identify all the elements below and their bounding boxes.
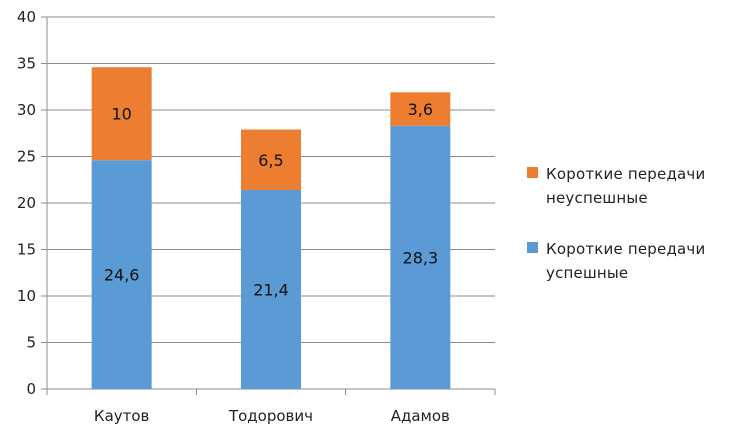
bar-unsuccessful-2 bbox=[390, 92, 451, 126]
legend-swatch-unsuccessful bbox=[527, 167, 538, 178]
data-label-successful-0: 24,6 bbox=[104, 266, 140, 285]
bar-unsuccessful-1 bbox=[241, 129, 301, 190]
data-label-successful-2: 28,3 bbox=[403, 248, 439, 267]
y-tick-label-40: 40 bbox=[17, 8, 36, 26]
legend-label-unsuccessful: Короткие передачи неуспешные bbox=[546, 162, 705, 210]
bar-successful-2 bbox=[390, 125, 451, 389]
y-tick-label-30: 30 bbox=[17, 101, 36, 119]
legend-label-successful-line-2: успешные bbox=[546, 264, 629, 282]
data-label-unsuccessful-1: 6,5 bbox=[258, 151, 283, 170]
legend-item-unsuccessful: Короткие передачи неуспешные bbox=[527, 162, 727, 210]
y-tick-label-15: 15 bbox=[17, 241, 36, 259]
x-category-label-2: Адамов bbox=[391, 407, 450, 425]
bar-successful-0 bbox=[91, 160, 152, 389]
legend-item-successful: Короткие передачи успешные bbox=[527, 237, 727, 285]
y-tick-label-35: 35 bbox=[17, 55, 36, 73]
y-tick-label-10: 10 bbox=[17, 287, 36, 305]
bar-successful-1 bbox=[241, 189, 301, 389]
legend-label-successful: Короткие передачи успешные bbox=[546, 237, 705, 285]
x-category-label-0: Каутов bbox=[94, 407, 149, 425]
x-category-label-1: Тодорович bbox=[228, 407, 313, 425]
chart-legend: Короткие передачи неуспешные Короткие пе… bbox=[527, 162, 727, 312]
y-tick-label-5: 5 bbox=[26, 334, 36, 352]
data-label-unsuccessful-0: 10 bbox=[111, 105, 131, 124]
legend-label-successful-line-1: Короткие передачи bbox=[546, 240, 706, 258]
y-tick-label-20: 20 bbox=[17, 194, 36, 212]
legend-label-unsuccessful-line-2: неуспешные bbox=[546, 189, 648, 207]
data-label-successful-1: 21,4 bbox=[253, 280, 289, 299]
legend-label-unsuccessful-line-1: Короткие передачи bbox=[546, 165, 706, 183]
legend-swatch-successful bbox=[527, 242, 538, 253]
bar-unsuccessful-0 bbox=[91, 67, 152, 161]
y-tick-label-0: 0 bbox=[26, 380, 36, 398]
data-label-unsuccessful-2: 3,6 bbox=[408, 100, 433, 119]
y-tick-label-25: 25 bbox=[17, 148, 36, 166]
